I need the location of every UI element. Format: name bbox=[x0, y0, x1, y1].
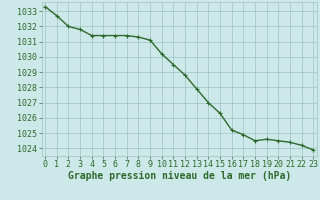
X-axis label: Graphe pression niveau de la mer (hPa): Graphe pression niveau de la mer (hPa) bbox=[68, 171, 291, 181]
